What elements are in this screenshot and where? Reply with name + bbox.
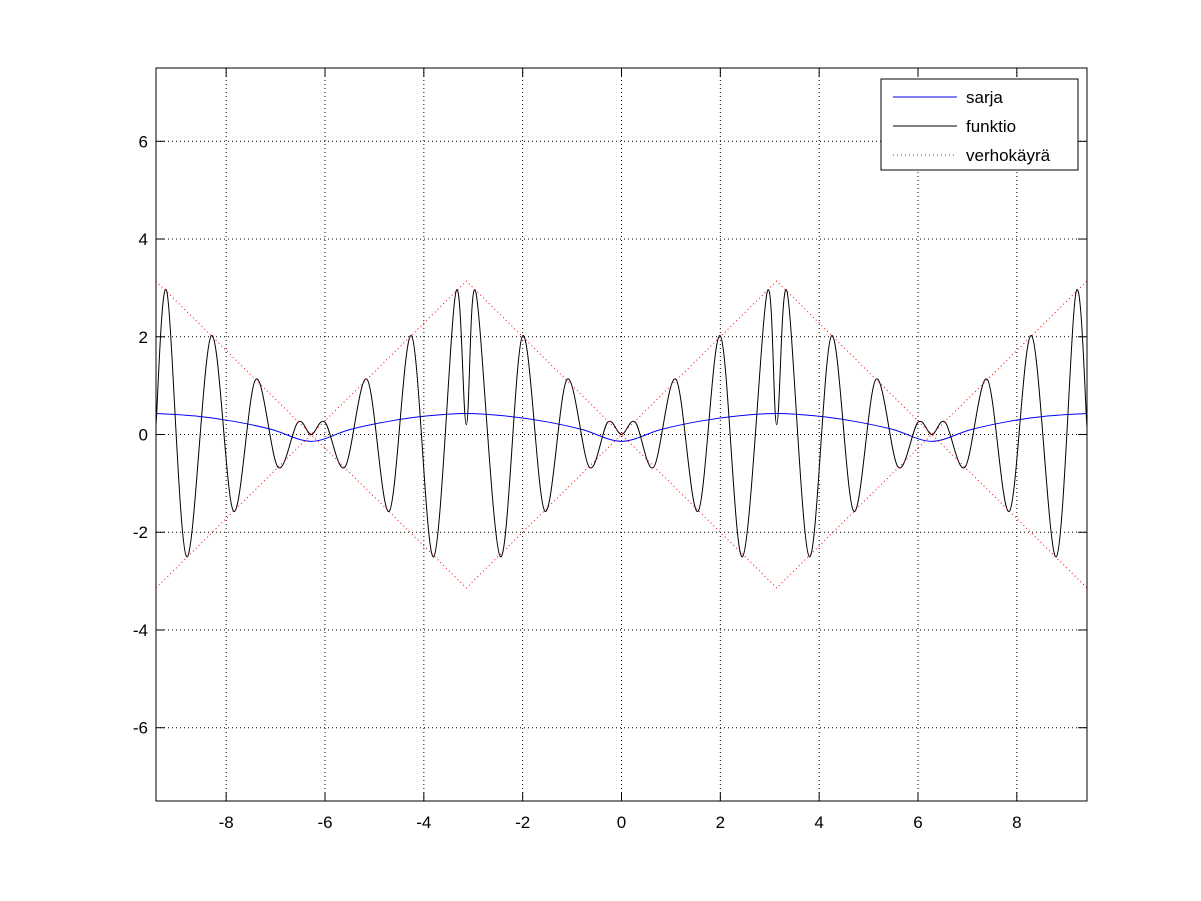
legend: sarja funktio verhokäyrä <box>880 78 1079 171</box>
y-tick-label: 0 <box>139 426 148 445</box>
y-tick-label: -6 <box>133 719 148 738</box>
x-tick-label: 6 <box>913 813 922 832</box>
x-tick-label: -4 <box>416 813 431 832</box>
x-tick-label: -2 <box>515 813 530 832</box>
x-tick-label: 8 <box>1012 813 1021 832</box>
x-tick-label: 0 <box>617 813 626 832</box>
legend-label-verhokayra: verhokäyrä <box>966 146 1051 165</box>
series-lines <box>155 280 1088 589</box>
series-line-1 <box>155 288 1088 558</box>
x-tick-label: -8 <box>219 813 234 832</box>
y-tick-label: 4 <box>139 230 148 249</box>
y-tick-label: 2 <box>139 328 148 347</box>
series-line-0 <box>155 412 1088 442</box>
y-tick-label: 6 <box>139 132 148 151</box>
y-tick-label: -2 <box>133 523 148 542</box>
x-axis: -8 -6 -4 -2 0 2 4 6 8 <box>219 68 1022 832</box>
y-tick-label: -4 <box>133 621 148 640</box>
legend-label-sarja: sarja <box>966 88 1003 107</box>
x-tick-label: 4 <box>814 813 823 832</box>
legend-label-funktio: funktio <box>966 117 1016 136</box>
x-tick-label: -6 <box>317 813 332 832</box>
x-tick-label: 2 <box>716 813 725 832</box>
y-axis: -6 -4 -2 0 2 4 6 <box>133 132 1087 738</box>
